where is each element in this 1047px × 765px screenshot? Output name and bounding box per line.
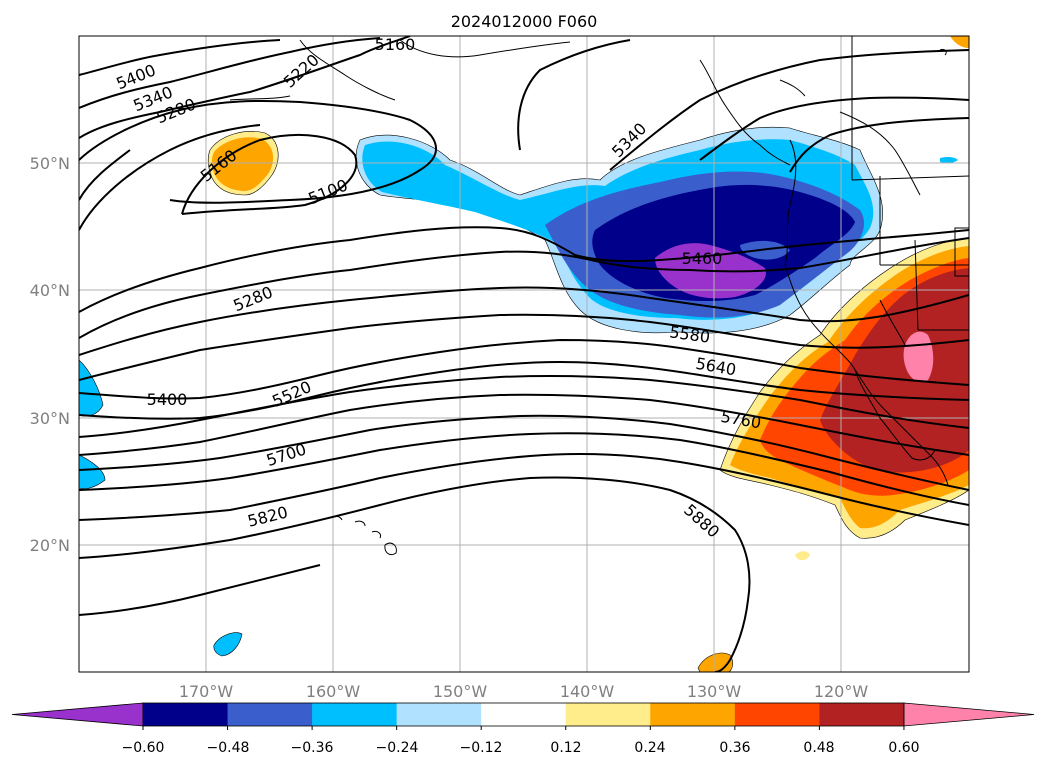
colorbar-frame [142, 702, 905, 727]
contour-label: 5460 [682, 249, 723, 268]
colorbar-segment [143, 703, 229, 726]
colorbar-segment [650, 703, 736, 726]
lon-label: 160°W [306, 682, 361, 701]
lon-label: 130°W [687, 682, 742, 701]
colorbar-ticks: −0.60 −0.48 −0.36 −0.24 −0.12 0.12 0.24 … [122, 740, 920, 756]
plot-frame [78, 35, 970, 673]
colorbar-segment [312, 703, 398, 726]
colorbar-segment [734, 703, 820, 726]
height-contours [79, 36, 969, 672]
colorbar-segment [819, 703, 905, 726]
colorbar-segment [396, 703, 482, 726]
colorbar-segment [565, 703, 651, 726]
lon-label: 150°W [433, 682, 488, 701]
longitude-labels: 170°W 160°W 150°W 140°W 130°W 120°W [179, 682, 869, 701]
colorbar-segment [227, 703, 313, 726]
map-title: 2024012000 F060 [451, 12, 598, 31]
lat-label: 50°N [30, 154, 70, 173]
colorbar-segment [11, 702, 144, 727]
contour-label: 5400 [147, 390, 188, 409]
colorbar-tick-label: −0.12 [460, 740, 503, 756]
colorbar [11, 702, 1035, 730]
colorbar-tick-label: 0.60 [888, 740, 919, 756]
colorbar-tick-label: −0.36 [291, 740, 334, 756]
colorbar-tick-label: −0.24 [376, 740, 419, 756]
colorbar-segment [903, 702, 1035, 727]
colorbar-tick-label: −0.48 [207, 740, 250, 756]
lon-label: 170°W [179, 682, 234, 701]
lon-label: 120°W [814, 682, 869, 701]
lon-label: 140°W [560, 682, 615, 701]
plot-area: 5400 5340 5280 5220 5160 5160 5100 5340 … [79, 35, 969, 672]
lat-label: 30°N [30, 409, 70, 428]
colorbar-tick-label: 0.36 [719, 740, 750, 756]
latitude-labels: 50°N 40°N 30°N 20°N [30, 154, 70, 555]
lat-label: 20°N [30, 536, 70, 555]
lat-label: 40°N [30, 281, 70, 300]
colorbar-tick-label: 0.48 [803, 740, 834, 756]
contour-label: 5160 [375, 35, 416, 54]
colorbar-tick-label: 0.24 [634, 740, 665, 756]
colorbar-tick-label: 0.12 [550, 740, 581, 756]
colorbar-segment [481, 703, 567, 726]
colorbar-tick-label: −0.60 [122, 740, 165, 756]
negative-anomaly-region [79, 126, 958, 657]
